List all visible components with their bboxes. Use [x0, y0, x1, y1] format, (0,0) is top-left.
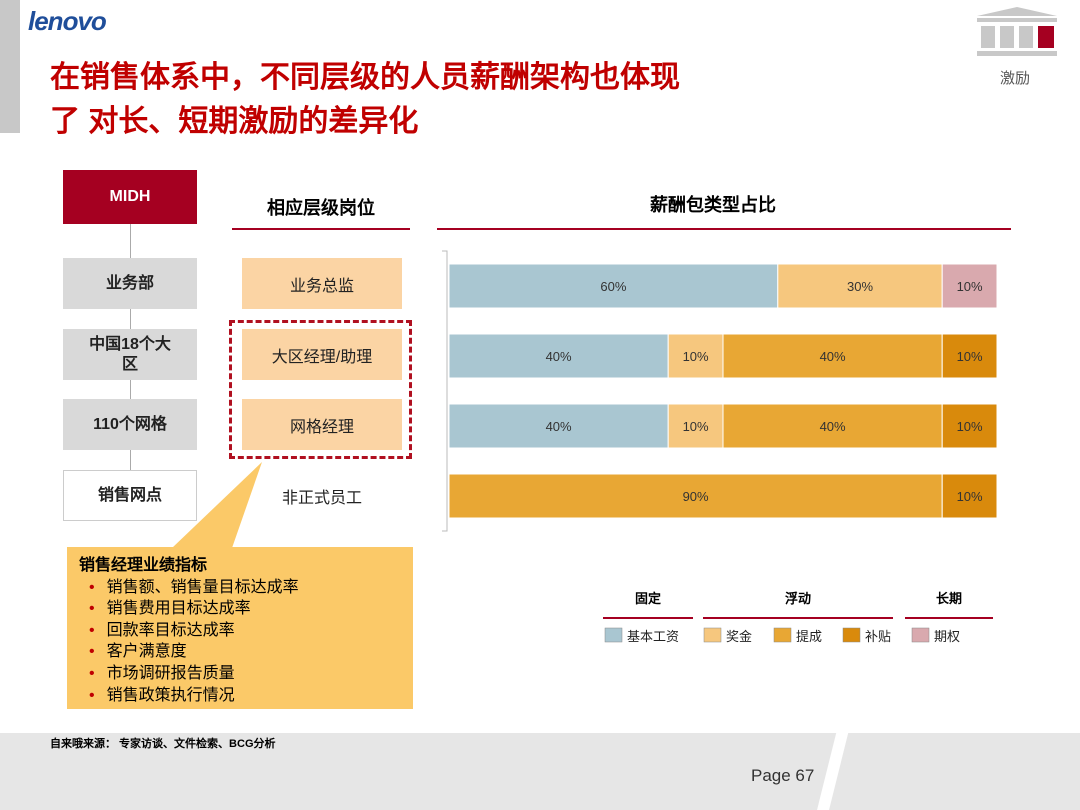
bar-segment: [777, 263, 943, 309]
bullet: •: [89, 578, 95, 596]
bar-segment: [667, 403, 724, 449]
icon: [977, 7, 1057, 56]
tag: 激励: [1000, 70, 1031, 87]
legend-group: 固定: [635, 591, 661, 606]
value-label: 30%: [847, 279, 873, 294]
item-text: 销售额、销售量目标达成率: [106, 578, 299, 596]
bar-segment: [941, 333, 998, 379]
legend-group: 浮动: [785, 591, 811, 606]
value-label: 10%: [957, 279, 983, 294]
chart-title: 薪酬包类型占比: [650, 195, 776, 215]
callout-item: • 回款率目标达成率: [79, 620, 401, 642]
bar-segment: [448, 403, 669, 449]
level-box: 中国18个大区: [63, 329, 197, 380]
value-label: 40%: [820, 349, 846, 364]
callout-item: • 客户满意度: [79, 641, 401, 663]
underline: [232, 228, 410, 230]
legend-label: 提成: [796, 629, 822, 644]
footer-band: [0, 733, 1080, 810]
position-box: 大区经理/助理: [242, 329, 402, 380]
value-label: 10%: [683, 349, 709, 364]
item-text: 市场调研报告质量: [106, 664, 235, 682]
bar-segment: [722, 403, 943, 449]
item-text: 回款率目标达成率: [106, 621, 235, 639]
legend-label: 奖金: [726, 629, 752, 644]
legend-label: 补贴: [865, 629, 891, 644]
page-number: Page 67: [751, 766, 815, 785]
callout-list: • 销售额、销售量目标达成率 • 销售费用目标达成率 • 回款率目标达成率 • 客户满意度 • 市…: [79, 577, 401, 707]
value-label: 40%: [546, 349, 572, 364]
bullet: •: [89, 600, 95, 618]
legend-swatch: [703, 627, 722, 643]
callout-item: • 市场调研报告质量: [79, 663, 401, 685]
value-label: 90%: [683, 489, 709, 504]
bar-segment: [448, 473, 943, 519]
source: 自来哦来源： 专家访谈、文件检索、BCG分析: [50, 738, 276, 750]
legend-label: 基本工资: [627, 629, 679, 644]
position-box: 业务总监: [242, 258, 402, 309]
underline: [437, 228, 1011, 230]
legend-swatch: [911, 627, 930, 643]
level-box: 110个网格: [63, 399, 197, 450]
callout-item: • 销售额、销售量目标达成率: [79, 577, 401, 599]
bullet: •: [89, 621, 95, 639]
legend-group: 长期: [936, 591, 962, 606]
title-line: 了 对长、短期激励的差异化: [50, 105, 419, 138]
bullet: •: [89, 686, 95, 704]
logo: lenovo: [28, 6, 107, 36]
callout-item: • 销售政策执行情况: [79, 685, 401, 707]
value-label: 10%: [957, 349, 983, 364]
bar-segment: [941, 473, 998, 519]
value-label: 10%: [957, 419, 983, 434]
position-box: 非正式员工: [281, 489, 362, 507]
axis: [442, 250, 448, 532]
item-text: 销售费用目标达成率: [106, 600, 251, 618]
value-label: 10%: [683, 419, 709, 434]
level-box: 业务部: [63, 258, 197, 309]
title-line: 在销售体系中，不同层级的人员薪酬架构也体现: [50, 61, 680, 94]
title: 在销售体系中，不同层级的人员薪酬架构也体现 了 对长、短期激励的差异化: [50, 56, 680, 144]
item-text: 销售政策执行情况: [106, 686, 235, 704]
position-box: 网格经理: [242, 399, 402, 450]
level-box: 销售网点: [63, 470, 197, 521]
bar-segment: [722, 333, 943, 379]
dashed-frame: [229, 320, 412, 459]
legend-swatch: [842, 627, 861, 643]
value-label: 10%: [957, 489, 983, 504]
value-label: 40%: [820, 419, 846, 434]
bullet: •: [89, 643, 95, 661]
column-title: 相应层级岗位: [267, 198, 375, 218]
legend-label: 期权: [934, 629, 960, 644]
bar-segment: [941, 403, 998, 449]
legend-swatch: [773, 627, 792, 643]
bullet: •: [89, 664, 95, 682]
callout-title: 销售经理业绩指标: [79, 557, 208, 574]
callout-item: • 销售费用目标达成率: [79, 598, 401, 620]
callout: 销售经理业绩指标 • 销售额、销售量目标达成率 • 销售费用目标达成率 • 回款率目标达成…: [67, 547, 413, 709]
callout-pointer: [172, 462, 262, 548]
item-text: 客户满意度: [106, 643, 187, 661]
top-box: MIDH: [63, 170, 197, 224]
value-label: 60%: [600, 279, 626, 294]
bar-segment: [448, 333, 669, 379]
legend-swatch: [604, 627, 623, 643]
value-label: 40%: [546, 419, 572, 434]
bar-segment: [448, 263, 779, 309]
bar-segment: [941, 263, 998, 309]
side-bar: [0, 0, 20, 133]
